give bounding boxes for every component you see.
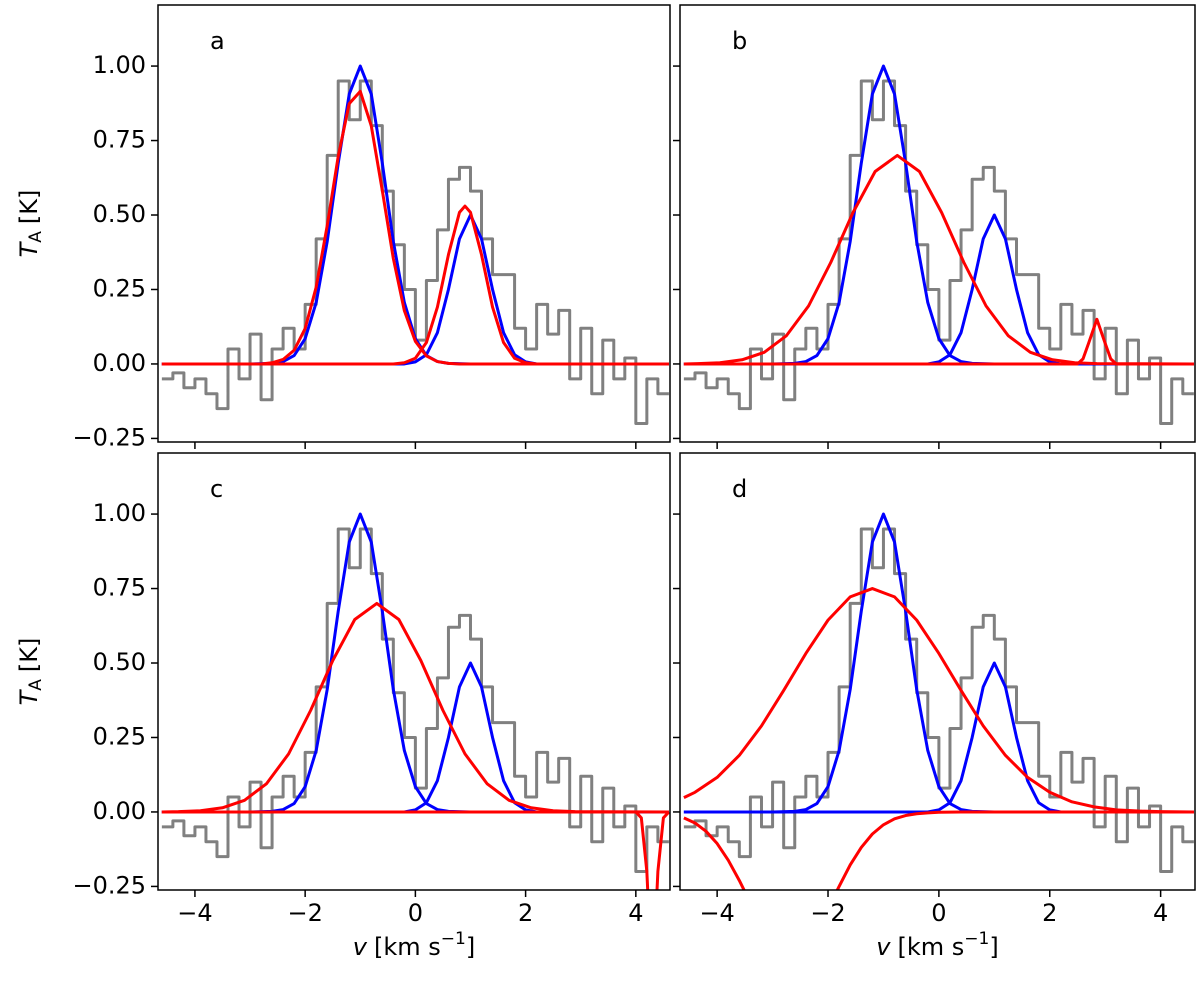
x-tick-label: −2 [810,899,845,927]
x-axis-label: v [km s−1] [876,929,998,961]
y-tick-label: 0.75 [93,126,146,154]
fit-curve [683,64,1194,366]
y-tick-label: 1.00 [93,51,146,79]
axes-frame [679,4,1196,443]
x-label-close: ] [466,933,475,961]
x-label-symbol: v [876,933,891,961]
fit-curve [161,89,669,366]
fit-curve [683,810,1194,890]
fit-curve [161,512,669,814]
y-tick-label: 0.25 [93,274,146,302]
spectrum [161,527,669,874]
y-tick-label: 0.25 [93,722,146,750]
y-label-subscript: A [26,231,46,243]
y-label-unit: [K] [15,638,43,672]
x-tick-label: 0 [931,899,946,927]
fit-curve [683,661,1194,814]
y-tick-label: 0.00 [93,349,146,377]
panel: −0.25 0.00 0.25 0.50 0.75 1.00 a TA [K] [15,4,671,451]
y-axis-label: TA [K] [15,638,46,706]
plot-area [161,512,670,890]
fit-curve [683,512,1194,814]
fit-curve [683,213,1194,366]
fit-curve [161,810,670,890]
panel: −0.25 0.00 0.25 0.50 0.75 1.00 −4 −2 0 2 4 c TA [K] v[… [15,452,671,961]
x-label-exponent: −1 [441,929,466,949]
fit-curve [683,317,1194,366]
panel-label: d [732,475,747,503]
y-label-unit: [K] [15,190,43,224]
spectrum [683,79,1194,426]
y-axis-label: TA [K] [15,190,46,258]
axes-frame [157,452,671,891]
fit-curve [161,204,669,366]
y-tick-label: −0.25 [72,871,146,899]
panel-label: b [732,27,747,55]
spectrum [683,527,1194,874]
x-label-close: ] [989,933,998,961]
spectrum [161,79,669,426]
x-tick-label: −4 [177,899,212,927]
x-tick-label: 2 [518,899,533,927]
y-tick-label: 0.50 [93,200,146,228]
y-tick-label: 0.00 [93,797,146,825]
axes-frame [157,4,671,443]
fit-curve [683,153,1194,366]
x-tick-label: 4 [1153,899,1168,927]
axes-frame [679,452,1196,891]
fit-curve [161,661,669,814]
plot-area [683,512,1194,890]
y-tick-label: 1.00 [93,499,146,527]
x-tick-label: −2 [287,899,322,927]
y-tick-label: 0.50 [93,648,146,676]
panel-label: c [210,475,223,503]
plot-area [683,64,1194,426]
y-tick-label: −0.25 [72,423,146,451]
panel-label: a [210,27,225,55]
x-label-symbol: v [353,933,368,961]
x-tick-label: −4 [699,899,734,927]
x-label-exponent: −1 [964,929,989,949]
panel: −4 −2 0 2 4 d v [km s−1] [673,452,1196,961]
x-axis-label: v [km s−1] [353,929,475,961]
panel: b [673,4,1196,449]
x-tick-label: 4 [628,899,643,927]
x-label-unit: [km s [897,933,964,961]
y-label-symbol: T [15,240,43,257]
fit-curve [683,587,1194,814]
y-label-symbol: T [15,688,43,705]
y-tick-label: 0.75 [93,574,146,602]
plot-area [161,64,669,426]
fit-curve [161,601,669,814]
x-tick-label: 2 [1042,899,1057,927]
y-label-subscript: A [26,679,46,691]
x-tick-label: 0 [408,899,423,927]
x-label-unit: [km s [374,933,441,961]
